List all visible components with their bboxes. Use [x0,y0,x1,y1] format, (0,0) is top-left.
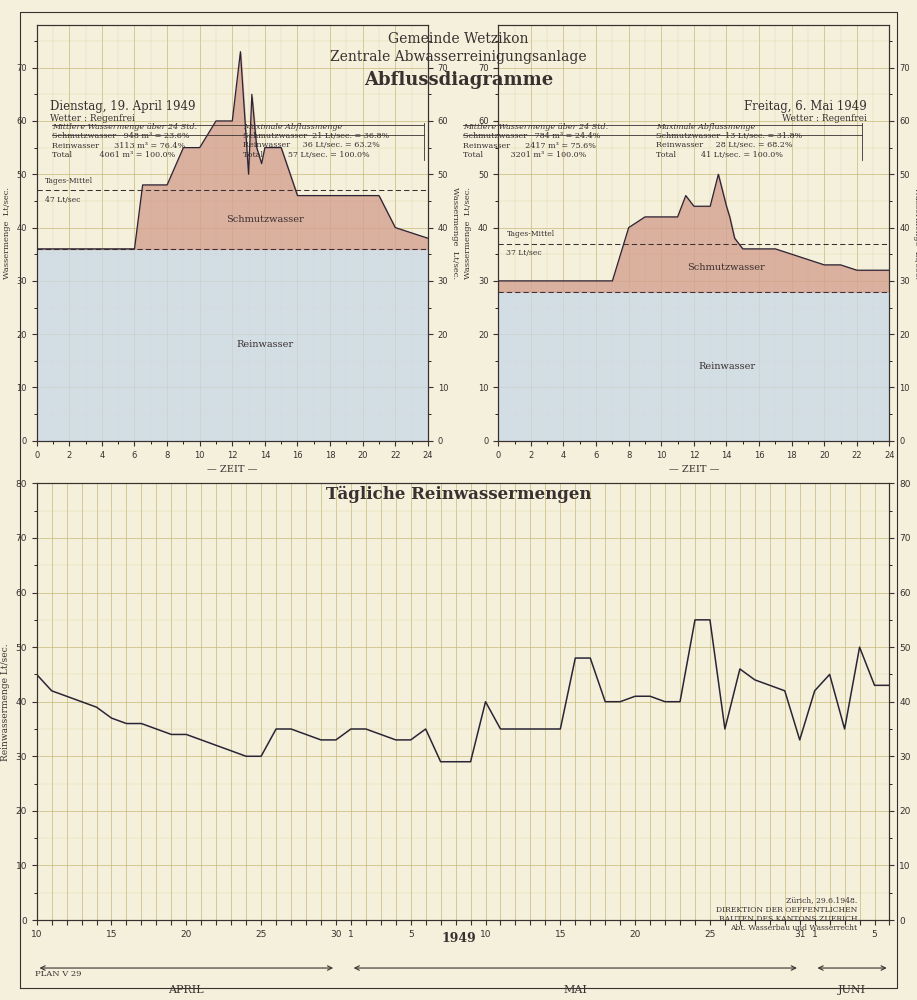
Text: Total           3201 m³ = 100.0%: Total 3201 m³ = 100.0% [463,151,587,159]
Text: MAI: MAI [563,985,587,995]
Text: Tages-Mittel: Tages-Mittel [506,230,555,238]
Text: Mittlere Wassermenge über 24 Std.: Mittlere Wassermenge über 24 Std. [52,123,197,131]
Y-axis label: Wassermenge  Lt/sec.: Wassermenge Lt/sec. [464,187,472,279]
Text: Zürich, 29.6.1948.
DIREKTION DER OEFFENTLICHEN
BAUTEN DES KANTONS ZUERICH
Abt. W: Zürich, 29.6.1948. DIREKTION DER OEFFENT… [716,896,857,932]
Text: Dienstag, 19. April 1949: Dienstag, 19. April 1949 [50,100,196,113]
Text: Wetter : Regenfrei: Wetter : Regenfrei [781,114,867,123]
Y-axis label: Wassermenge  Lt/sec.: Wassermenge Lt/sec. [3,187,11,279]
Text: Schmutzwasser: Schmutzwasser [226,215,304,224]
Text: Schmutzwasser: Schmutzwasser [688,263,766,272]
Text: Reinwasser     28 Lt/sec. = 68.2%: Reinwasser 28 Lt/sec. = 68.2% [656,141,792,149]
Text: Mittlere Wassermenge über 24 Std.: Mittlere Wassermenge über 24 Std. [463,123,608,131]
Y-axis label: Wassermenge  Lt/sec.: Wassermenge Lt/sec. [913,187,917,279]
Text: Schmutzwasser  13 Lt/sec. = 31.8%: Schmutzwasser 13 Lt/sec. = 31.8% [656,132,801,140]
Text: PLAN V 29: PLAN V 29 [35,970,82,978]
Text: Reinwasser     36 Lt/sec. = 63.2%: Reinwasser 36 Lt/sec. = 63.2% [243,141,380,149]
Text: Schmutzwasser   784 m³ = 24.4%: Schmutzwasser 784 m³ = 24.4% [463,132,601,140]
X-axis label: — ZEIT —: — ZEIT — [668,465,719,474]
Text: Maximale Abflussmenge: Maximale Abflussmenge [656,123,755,131]
Text: Tägliche Reinwassermengen: Tägliche Reinwassermengen [326,486,591,503]
Text: Abflussdiagramme: Abflussdiagramme [364,71,553,89]
Text: APRIL: APRIL [169,985,204,995]
Text: Reinwasser      3113 m³ = 76.4%: Reinwasser 3113 m³ = 76.4% [52,141,185,149]
Text: Total          41 Lt/sec. = 100.0%: Total 41 Lt/sec. = 100.0% [656,151,782,159]
Text: JUNI: JUNI [838,985,867,995]
Text: 1949: 1949 [441,932,476,945]
Text: Freitag, 6. Mai 1949: Freitag, 6. Mai 1949 [744,100,867,113]
Text: Total           4061 m³ = 100.0%: Total 4061 m³ = 100.0% [52,151,176,159]
Text: Zentrale Abwasserreinigungsanlage: Zentrale Abwasserreinigungsanlage [330,50,587,64]
Text: Wetter : Regenfrei: Wetter : Regenfrei [50,114,136,123]
Y-axis label: Reinwassermenge Lt/sec.: Reinwassermenge Lt/sec. [1,643,10,761]
Text: Schmutzwasser   948 m³ = 23.6%: Schmutzwasser 948 m³ = 23.6% [52,132,190,140]
Text: Gemeinde Wetzikon: Gemeinde Wetzikon [388,32,529,46]
Text: Tages-Mittel: Tages-Mittel [45,177,93,185]
Y-axis label: Reinwassermenge Lt/sec.: Reinwassermenge Lt/sec. [915,643,917,761]
Text: Reinwasser      2417 m³ = 75.6%: Reinwasser 2417 m³ = 75.6% [463,141,596,149]
Text: Total          57 Lt/sec. = 100.0%: Total 57 Lt/sec. = 100.0% [243,151,370,159]
Text: Reinwasser: Reinwasser [698,362,755,371]
Y-axis label: Wassermenge  Lt/sec.: Wassermenge Lt/sec. [451,187,459,279]
Text: Schmutzwasser  21 Lt/sec. = 36.8%: Schmutzwasser 21 Lt/sec. = 36.8% [243,132,389,140]
Text: Reinwasser: Reinwasser [237,340,293,349]
Text: 37 Lt/sec: 37 Lt/sec [506,249,542,257]
Text: 47 Lt/sec: 47 Lt/sec [45,196,81,204]
Text: Maximale Abflussmenge: Maximale Abflussmenge [243,123,342,131]
X-axis label: — ZEIT —: — ZEIT — [207,465,258,474]
